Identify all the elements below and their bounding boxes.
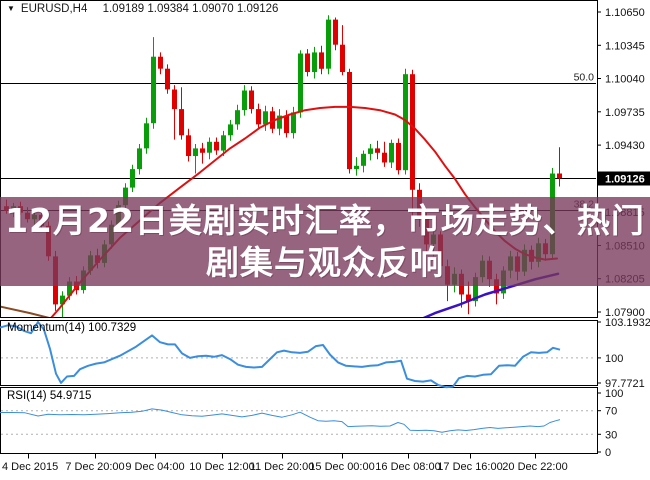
price-tick-label: 1.09735 [605,107,645,119]
rsi-tick-label: 0 [605,447,611,459]
rsi-panel[interactable] [0,408,596,435]
time-tick-label: 20 Dec 22:00 [502,461,567,473]
price-tick-label: 1.10650 [605,7,645,19]
price-tick-label: 1.10345 [605,40,645,52]
time-tick-label: 10 Dec 12:00 [189,461,254,473]
rsi-value: 54.9715 [49,390,92,402]
momentum-tick-label: 100 [605,353,623,365]
ma-line-brown [1,305,50,317]
price-tick-label: 1.07900 [605,307,645,319]
time-axis: 4 Dec 2015 7 Dec 20:00 9 Dec 04:00 10 Dec 1… [2,453,568,473]
fib-level-label: 50.0 [574,72,595,84]
current-price-flag [598,171,650,186]
time-tick-label: 9 Dec 04:00 [125,461,184,473]
current-price-label: 1.09126 [605,174,645,186]
headline-line-1: 12月22日美剧实时汇率，市场走势、热门 [5,200,645,240]
rsi-indicator-label: RSI(14) 54.9715 [7,390,91,402]
momentum-value: 100.7329 [88,322,137,334]
symbol-label: EURUSD,H4 [20,3,88,15]
time-tick-label: 16 Dec 08:00 [375,461,440,473]
header-ohlc-values: 1.09189 1.09384 1.09070 1.09126 [102,3,279,15]
rsi-name: RSI(14) [7,390,47,402]
momentum-tick-label: 103.1932 [605,317,650,329]
time-tick-label: 11 Dec 20:00 [250,461,315,473]
headline-line-2: 剧集与观众反响 [206,242,444,282]
time-tick-label: 15 Dec 00:00 [309,461,374,473]
rsi-tick-label: 100 [605,388,623,400]
momentum-panel[interactable] [0,321,596,389]
headline-overlay-banner: 12月22日美剧实时汇率，市场走势、热门 剧集与观众反响 [0,197,650,286]
time-tick-label: 4 Dec 2015 [2,461,58,473]
time-tick-label: 17 Dec 16:00 [437,461,502,473]
rsi-line [0,408,561,433]
rsi-tick-label: 30 [605,429,617,441]
momentum-tick-label: 97.7721 [605,378,645,390]
time-tick-label: 7 Dec 20:00 [65,461,124,473]
symbol-dropdown-icon[interactable]: ▼ [7,4,15,13]
price-tick-label: 1.10040 [605,74,645,86]
rsi-tick-label: 70 [605,406,617,418]
momentum-name: Momentum(14) [7,322,85,334]
chart-header: ▼ EURUSD,H4 1.09189 1.09384 1.09070 1.091… [7,3,278,15]
price-tick-label: 1.09430 [605,140,645,152]
momentum-line [0,321,561,389]
momentum-indicator-label: Momentum(14) 100.7329 [7,322,136,334]
